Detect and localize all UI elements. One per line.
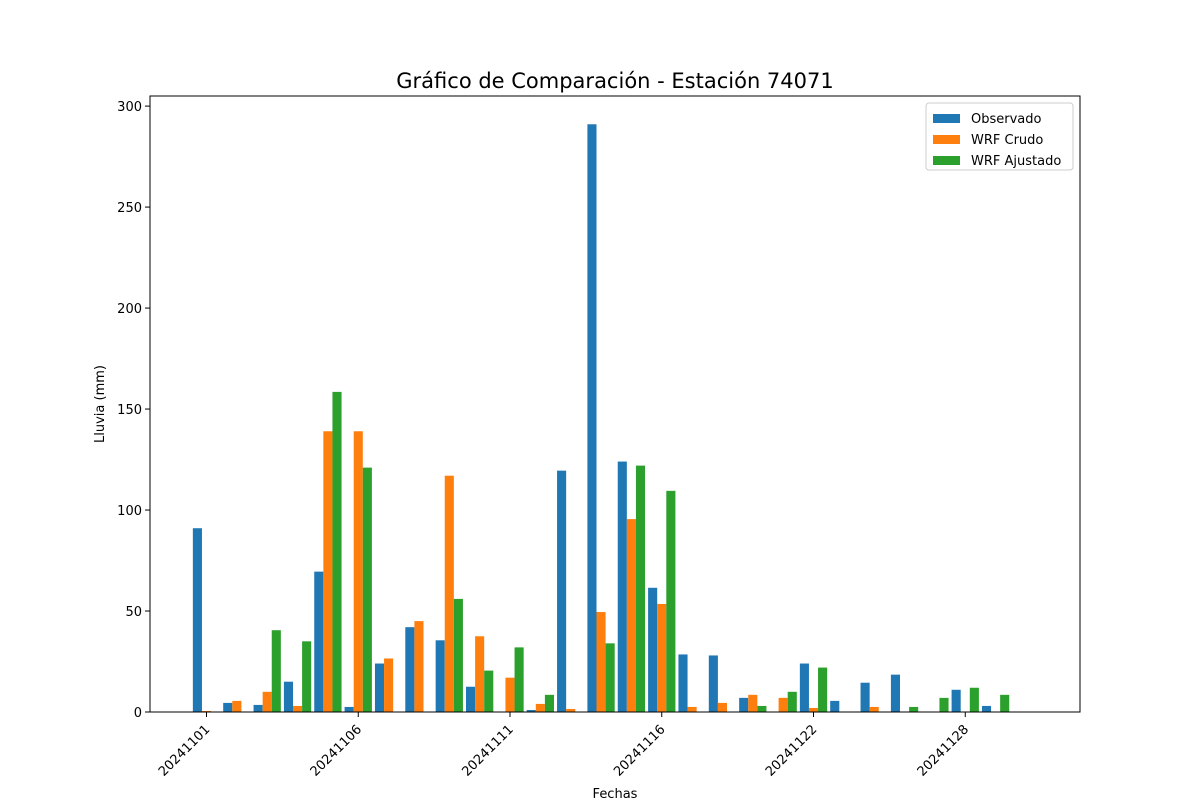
- bar-observado-20241114: [587, 124, 597, 712]
- x-tick-label: 20241122: [763, 722, 820, 779]
- bar-wrf-ajustado-20241106: [362, 467, 372, 712]
- plot-frame: [149, 95, 1081, 713]
- bar-wrf-ajustado-20241112: [544, 694, 554, 712]
- bar-wrf-ajustado-20241104: [302, 641, 312, 712]
- bar-observado-20241123: [830, 700, 840, 712]
- bar-wrf-crudo-20241115: [626, 519, 636, 712]
- bars-group: [192, 124, 1010, 712]
- bar-observado-20241105: [314, 571, 324, 712]
- bar-wrf-crudo-20241120: [778, 697, 788, 712]
- bar-wrf-ajustado-20241122: [818, 667, 828, 712]
- bar-wrf-crudo-20241116: [657, 603, 667, 712]
- bar-observado-20241119: [739, 697, 749, 712]
- bar-observado-20241115: [617, 461, 627, 712]
- bar-wrf-crudo-20241118: [717, 702, 727, 712]
- bar-observado-20241128: [951, 689, 961, 712]
- bar-observado-20241116: [648, 587, 658, 712]
- bar-wrf-ajustado-20241120: [787, 691, 797, 712]
- bar-observado-20241118: [708, 655, 718, 712]
- x-tick-label: 20241116: [611, 722, 668, 779]
- bar-wrf-crudo-20241122: [808, 707, 819, 712]
- x-tick-label: 20241101: [156, 722, 213, 779]
- legend-label: Observado: [971, 112, 1042, 127]
- bar-wrf-crudo-20241112: [535, 703, 545, 712]
- bar-wrf-crudo-20241111: [505, 677, 515, 712]
- y-axis-label: Lluvia (mm): [93, 365, 108, 443]
- bar-wrf-crudo-20241117: [687, 706, 697, 712]
- bar-observado-20241117: [678, 654, 688, 712]
- bar-observado-20241103: [253, 704, 263, 712]
- bar-wrf-ajustado-20241111: [514, 647, 524, 712]
- bar-observado-20241112: [526, 709, 536, 712]
- bar-wrf-ajustado-20241116: [666, 490, 676, 712]
- y-axis: 0 50 100 150 200 250 300: [117, 100, 150, 721]
- y-tick-label: 200: [117, 302, 142, 317]
- bar-wrf-ajustado-20241109: [453, 598, 463, 712]
- x-tick-label: 20241106: [308, 722, 365, 779]
- legend-label: WRF Crudo: [971, 133, 1043, 148]
- bar-wrf-ajustado-20241114: [605, 643, 615, 712]
- bar-observado-20241125: [890, 674, 900, 712]
- bar-wrf-ajustado-20241110: [484, 670, 494, 712]
- bar-wrf-ajustado-20241129: [1000, 694, 1010, 712]
- bar-observado-20241106: [344, 706, 354, 712]
- bar-observado-20241129: [981, 705, 992, 712]
- y-tick-label: 150: [117, 403, 142, 418]
- bar-observado-20241101: [192, 528, 202, 712]
- x-tick-label: 20241128: [915, 722, 972, 779]
- bar-wrf-crudo-20241113: [566, 708, 576, 712]
- bar-wrf-crudo-20241105: [323, 431, 333, 712]
- legend-swatch: [933, 156, 960, 165]
- bar-wrf-crudo-20241114: [596, 612, 606, 712]
- y-tick-label: 300: [117, 100, 142, 115]
- bar-wrf-crudo-20241108: [414, 621, 424, 712]
- bar-observado-20241109: [435, 640, 445, 712]
- bar-observado-20241110: [466, 686, 476, 712]
- bar-wrf-ajustado-20241128: [969, 687, 979, 712]
- legend: Observado WRF Crudo WRF Ajustado: [925, 102, 1074, 171]
- legend-label: WRF Ajustado: [971, 154, 1061, 169]
- bar-wrf-crudo-20241119: [748, 694, 758, 712]
- y-tick-label: 100: [117, 504, 142, 519]
- bar-observado-20241104: [283, 681, 293, 712]
- bar-wrf-crudo-20241106: [353, 431, 363, 712]
- bar-observado-20241107: [374, 663, 385, 712]
- bar-wrf-ajustado-20241127: [939, 697, 949, 712]
- bar-observado-20241122: [799, 663, 809, 712]
- bar-observado-20241108: [405, 627, 415, 712]
- bar-observado-20241124: [860, 682, 870, 712]
- bar-observado-20241113: [557, 470, 567, 712]
- bar-wrf-crudo-20241124: [869, 706, 879, 712]
- bar-wrf-ajustado-20241105: [332, 391, 342, 712]
- bar-observado-20241102: [223, 702, 233, 712]
- bar-wrf-crudo-20241104: [293, 705, 303, 712]
- x-axis: 20241101 20241106 20241111 20241116 20241122…: [156, 712, 972, 780]
- bar-wrf-ajustado-20241115: [635, 465, 646, 712]
- bar-wrf-crudo-20241102: [232, 700, 242, 712]
- chart-title: Gráfico de Comparación - Estación 74071: [396, 69, 833, 93]
- x-axis-label: Fechas: [593, 787, 638, 800]
- bar-wrf-crudo-20241103: [262, 691, 272, 712]
- bar-wrf-crudo-20241110: [475, 636, 485, 712]
- bar-wrf-ajustado-20241103: [271, 630, 281, 712]
- bar-wrf-crudo-20241109: [444, 475, 454, 712]
- bar-wrf-crudo-20241107: [384, 658, 394, 712]
- legend-swatch: [933, 135, 960, 144]
- y-tick-label: 0: [134, 706, 142, 721]
- x-tick-label: 20241111: [459, 722, 516, 779]
- legend-swatch: [933, 114, 960, 123]
- bar-wrf-ajustado-20241125: [909, 706, 919, 712]
- bar-wrf-crudo-20241101: [201, 710, 212, 712]
- legend-box: [925, 102, 1074, 171]
- bar-wrf-ajustado-20241119: [757, 705, 767, 712]
- y-tick-label: 250: [117, 201, 142, 216]
- y-tick-label: 50: [125, 605, 142, 620]
